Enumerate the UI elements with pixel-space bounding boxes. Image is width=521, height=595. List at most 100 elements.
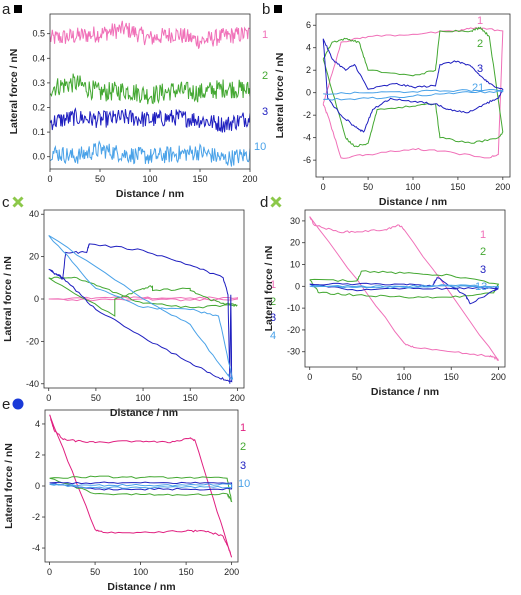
y-axis-title: Lateral force / nN [263, 246, 275, 332]
y-axis-title: Lateral force / nN [2, 256, 14, 342]
series-line-1 [322, 26, 504, 159]
legend-entry-2: 2 [477, 38, 483, 50]
series-line-2 [49, 475, 233, 503]
y-tick-label: 20 [290, 238, 300, 248]
legend-entry-2: 2 [480, 246, 486, 258]
x-tick-label: 200 [224, 567, 239, 577]
y-tick-label: 0.2 [32, 102, 45, 112]
series-line-1 [49, 414, 233, 558]
x-tick-label: 50 [363, 182, 373, 192]
y-tick-label: -4 [32, 543, 40, 553]
series-line-2 [322, 26, 504, 148]
y-tick-label: 2 [306, 65, 311, 75]
series-line-1 [50, 20, 250, 49]
x-tick-label: 100 [142, 174, 157, 184]
y-tick-label: 0 [34, 294, 39, 304]
x-tick-label: 150 [179, 567, 194, 577]
y-tick-label: 6 [306, 20, 311, 30]
cross-marker-icon [12, 196, 24, 208]
x-tick-label: 150 [450, 182, 465, 192]
legend-entry-10: 10 [254, 141, 266, 153]
x-tick-label: 50 [352, 372, 362, 382]
panel-letter: e [2, 396, 10, 413]
panel-letter: d [260, 194, 268, 211]
x-tick-label: 0 [47, 174, 52, 184]
x-tick-label: 50 [90, 567, 100, 577]
legend-entry-3: 3 [240, 460, 246, 472]
y-tick-label: -2 [303, 110, 311, 120]
circle-marker-icon [12, 398, 24, 410]
series-line-10 [49, 483, 233, 489]
y-axis-title: Lateral force / nN [8, 49, 20, 135]
series-line-3 [50, 107, 250, 133]
x-axis-title: Distance / nm [116, 188, 184, 200]
y-tick-label: 4 [306, 43, 311, 53]
plot-frame [304, 209, 506, 368]
y-tick-label: 0 [295, 281, 300, 291]
legend-entry-2: 2 [262, 70, 268, 82]
x-axis-title: Distance / nm [371, 386, 439, 398]
legend-entry-10: 10 [238, 478, 250, 490]
series-line-13 [309, 284, 499, 289]
y-axis-title: Lateral force / nN [274, 53, 286, 139]
legend-entry-3: 3 [270, 312, 276, 324]
legend-entry-13: 13 [475, 281, 487, 293]
series-line-10 [50, 140, 250, 167]
panel-letter: c [2, 194, 10, 211]
x-tick-label: 0 [46, 393, 51, 403]
legend-entry-1: 1 [240, 422, 246, 434]
legend-entry-21: 21 [472, 82, 484, 94]
y-tick-label: 0.0 [32, 152, 45, 162]
series-line-1 [309, 216, 499, 362]
y-tick-label: -30 [287, 347, 300, 357]
x-tick-label: 100 [133, 567, 148, 577]
legend-entry-1: 1 [262, 29, 268, 41]
series-line-21 [323, 88, 504, 101]
series-line-2 [50, 73, 250, 105]
y-tick-label: -40 [26, 379, 39, 389]
cross-marker-icon [270, 196, 282, 208]
series-line-3 [309, 276, 499, 305]
x-tick-label: 0 [307, 372, 312, 382]
y-tick-label: 0 [306, 88, 311, 98]
y-tick-label: 0.3 [32, 78, 45, 88]
y-tick-label: -20 [26, 336, 39, 346]
y-tick-label: 0.4 [32, 53, 45, 63]
square-marker-icon [14, 5, 22, 13]
x-tick-label: 150 [192, 174, 207, 184]
x-axis-title: Distance / nm [107, 581, 175, 593]
x-tick-label: 50 [95, 174, 105, 184]
legend-entry-2: 2 [240, 441, 246, 453]
y-tick-label: 4 [35, 419, 40, 429]
y-tick-label: 0.1 [32, 127, 45, 137]
y-tick-label: 0 [35, 481, 40, 491]
y-tick-label: 20 [29, 252, 39, 262]
x-tick-label: 100 [136, 393, 151, 403]
panel-letter: a [2, 1, 11, 18]
y-tick-label: -10 [287, 303, 300, 313]
y-tick-label: -4 [303, 133, 311, 143]
x-tick-label: 200 [230, 393, 245, 403]
y-tick-label: 40 [29, 209, 39, 219]
x-tick-label: 0 [321, 182, 326, 192]
legend-entry-1: 1 [270, 279, 276, 291]
x-tick-label: 100 [397, 372, 412, 382]
series-line-3 [322, 38, 504, 133]
legend-entry-1: 1 [477, 15, 483, 27]
square-marker-icon [274, 5, 282, 13]
legend-entry-4: 4 [270, 330, 276, 342]
x-tick-label: 50 [91, 393, 101, 403]
x-tick-label: 150 [444, 372, 459, 382]
panel-letter: b [262, 1, 270, 18]
legend-entry-3: 3 [477, 63, 483, 75]
y-tick-label: 0.5 [32, 29, 45, 39]
x-axis-title: Distance / nm [379, 196, 447, 208]
y-axis-title: Lateral force / nN [3, 443, 15, 529]
legend-entry-3: 3 [262, 106, 268, 118]
y-tick-label: -2 [32, 512, 40, 522]
